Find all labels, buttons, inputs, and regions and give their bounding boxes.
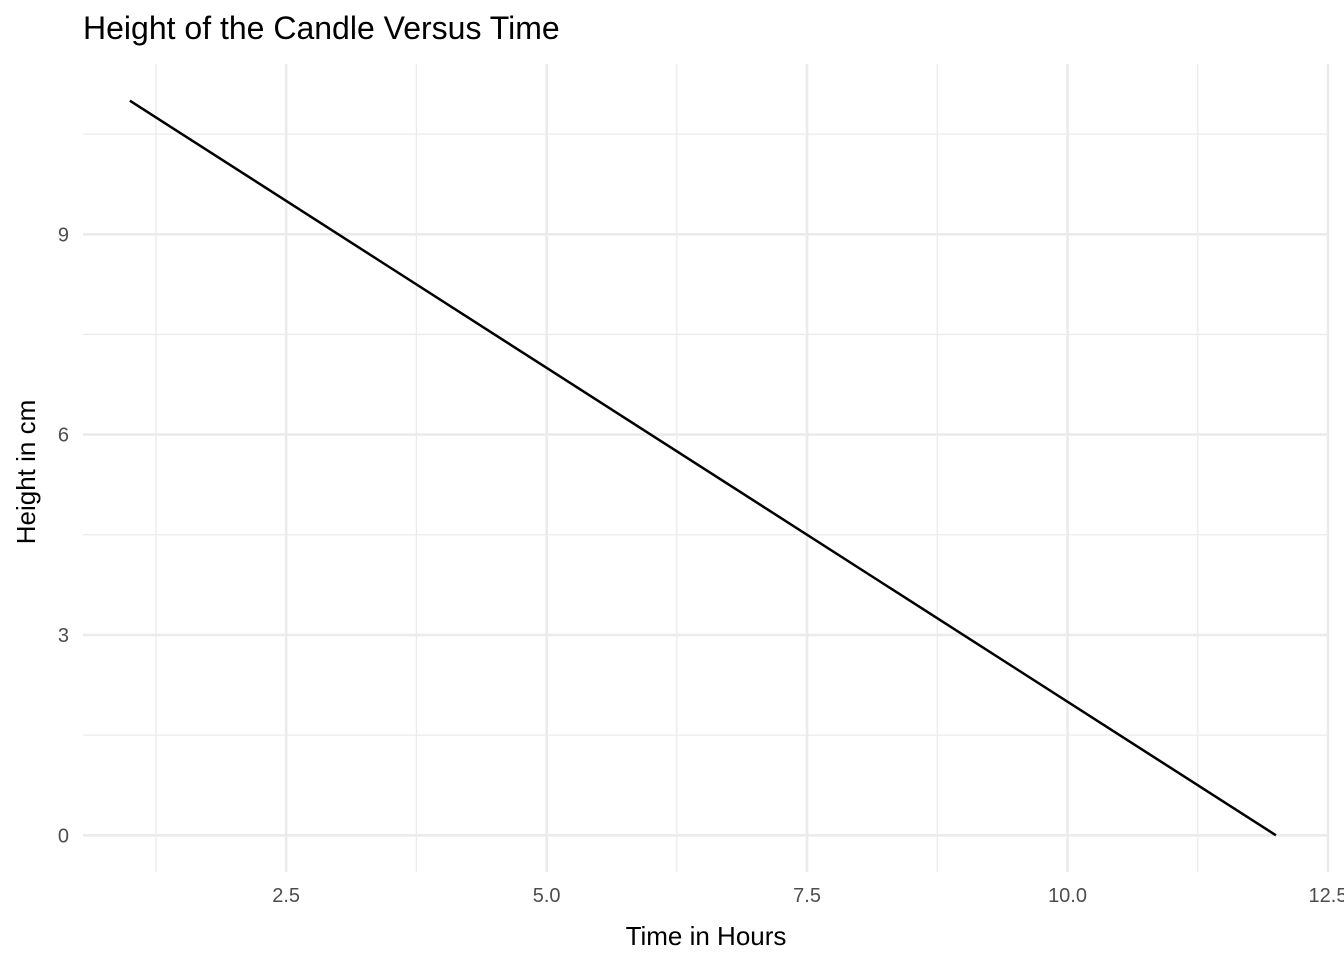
minor-gridlines xyxy=(83,64,1328,872)
y-tick-label: 3 xyxy=(58,625,69,647)
y-tick-labels: 0 3 6 9 xyxy=(58,224,69,847)
series-layer xyxy=(129,99,1277,837)
y-tick-label: 0 xyxy=(58,825,69,847)
x-tick-label: 10.0 xyxy=(1048,885,1087,907)
series-line xyxy=(129,99,1277,837)
major-gridlines xyxy=(83,64,1330,872)
x-tick-labels: 2.5 5.0 7.5 10.0 12.5 xyxy=(272,885,1344,907)
x-tick-label: 2.5 xyxy=(272,885,300,907)
x-tick-label: 12.5 xyxy=(1309,885,1344,907)
y-tick-label: 9 xyxy=(58,224,69,246)
y-tick-label: 6 xyxy=(58,425,69,447)
y-axis-title: Height in cm xyxy=(11,400,41,545)
x-axis-title: Time in Hours xyxy=(626,921,787,951)
x-tick-label: 7.5 xyxy=(793,885,821,907)
x-tick-label: 5.0 xyxy=(533,885,561,907)
chart-title: Height of the Candle Versus Time xyxy=(83,10,560,46)
